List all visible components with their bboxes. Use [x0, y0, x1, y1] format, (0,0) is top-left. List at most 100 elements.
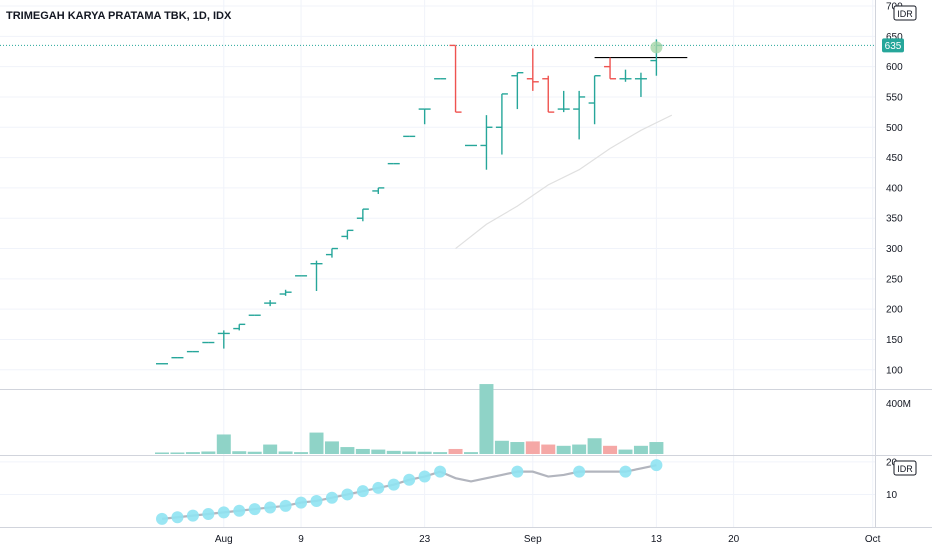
price-axis[interactable]: 1001502002503003504004505005506006507004…: [886, 2, 911, 501]
time-tick-label: Oct: [865, 534, 881, 545]
volume-bar: [185, 452, 200, 454]
ohlc-bar: [325, 247, 338, 258]
price-tick-label: 100: [886, 365, 903, 376]
volume-bar: [556, 445, 571, 454]
volume-bar: [603, 445, 618, 454]
time-axis[interactable]: Aug 9 23 Sep 13 20 Oct: [215, 534, 881, 545]
time-tick-label: 9: [298, 534, 304, 545]
volume-bar: [479, 384, 494, 454]
indicator-tick-label: 20: [886, 457, 898, 468]
price-tick-label: 600: [886, 62, 903, 73]
indicator-marker: [295, 496, 308, 509]
price-tick-label: 250: [886, 274, 903, 285]
volume-bar: [263, 444, 278, 454]
volume-bar: [402, 451, 417, 454]
indicator-marker: [403, 473, 416, 486]
indicator-marker: [325, 491, 338, 504]
volume-bar: [201, 451, 216, 454]
ma-line: [455, 114, 673, 250]
moving-average: [455, 114, 673, 250]
indicator-marker: [156, 512, 168, 525]
volume-bar: [216, 434, 231, 454]
indicator-marker: [650, 459, 663, 472]
indicator-marker: [434, 465, 447, 478]
last-bar-highlight: [650, 41, 663, 54]
volume-bar: [633, 445, 648, 454]
ohlc-bar: [619, 69, 632, 82]
last-price-badge: 635: [882, 38, 904, 53]
ohlc-bar: [588, 75, 601, 125]
volume-bar: [324, 441, 339, 454]
indicator-marker: [233, 504, 246, 517]
price-tick-label: 350: [886, 214, 903, 225]
ohlc-bar: [264, 300, 277, 307]
volume-bars: [155, 384, 664, 454]
indicator-marker: [279, 499, 292, 512]
volume-bar: [294, 452, 309, 454]
time-tick-label: Sep: [524, 534, 542, 545]
volume-bar: [371, 449, 386, 454]
volume-bar: [355, 448, 370, 454]
indicator-marker: [248, 503, 261, 516]
volume-bar: [247, 451, 262, 454]
indicator-marker: [264, 501, 277, 514]
indicator-marker: [217, 506, 230, 519]
volume-bar: [433, 452, 448, 454]
ohlc-bar: [372, 187, 385, 194]
price-tick-label: 150: [886, 335, 903, 346]
pane-separators: [0, 0, 932, 528]
ohlc-bar: [542, 75, 555, 113]
ohlc-bar: [573, 90, 586, 140]
volume-bar: [618, 449, 633, 454]
volume-bar: [587, 438, 602, 454]
ohlc-bar: [557, 90, 570, 113]
indicator-marker: [573, 465, 586, 478]
ohlc-bar: [233, 323, 246, 331]
time-tick-label: 13: [651, 534, 663, 545]
volume-bar: [448, 448, 463, 454]
volume-bar: [386, 450, 401, 454]
ohlc-bar: [310, 260, 323, 291]
indicator-marker: [202, 507, 215, 520]
ohlc-bar: [279, 289, 292, 296]
indicator-tick-label: 10: [886, 490, 898, 501]
indicator-marker: [356, 485, 369, 498]
ohlc-bars: [156, 39, 663, 365]
ohlc-bar: [495, 93, 508, 155]
volume-bar: [541, 444, 556, 454]
time-tick-label: Aug: [215, 534, 233, 545]
volume-bar: [572, 444, 587, 454]
indicator-marker: [372, 481, 385, 494]
currency-badge[interactable]: IDR: [893, 5, 917, 21]
indicator-marker: [310, 494, 323, 507]
price-tick-label: 450: [886, 153, 903, 164]
ohlc-bar: [634, 72, 647, 97]
price-tick-label: 550: [886, 92, 903, 103]
volume-bar: [278, 451, 293, 454]
price-tick-label: 400: [886, 183, 903, 194]
indicator-marker: [387, 478, 400, 491]
ohlc-bar: [511, 71, 524, 110]
price-tick-label: 650: [886, 32, 903, 43]
indicator-currency-badge[interactable]: IDR: [893, 460, 917, 476]
volume-bar: [494, 440, 509, 454]
indicator-marker: [341, 488, 354, 501]
indicator-marker: [511, 465, 524, 478]
price-tick-label: 500: [886, 123, 903, 134]
ohlc-bar: [356, 208, 369, 222]
volume-bar: [155, 452, 169, 454]
volume-bar: [464, 452, 478, 454]
volume-bar: [525, 441, 540, 454]
volume-bar: [649, 442, 664, 454]
indicator-currency-label: IDR: [897, 464, 913, 474]
time-tick-label: 23: [419, 534, 431, 545]
volume-bar: [510, 442, 525, 454]
indicator-marker: [171, 511, 184, 524]
volume-bar: [340, 447, 355, 454]
ohlc-bar: [341, 229, 354, 240]
volume-bar: [170, 452, 185, 454]
indicator-pane: [156, 459, 663, 525]
volume-bar: [417, 451, 432, 454]
